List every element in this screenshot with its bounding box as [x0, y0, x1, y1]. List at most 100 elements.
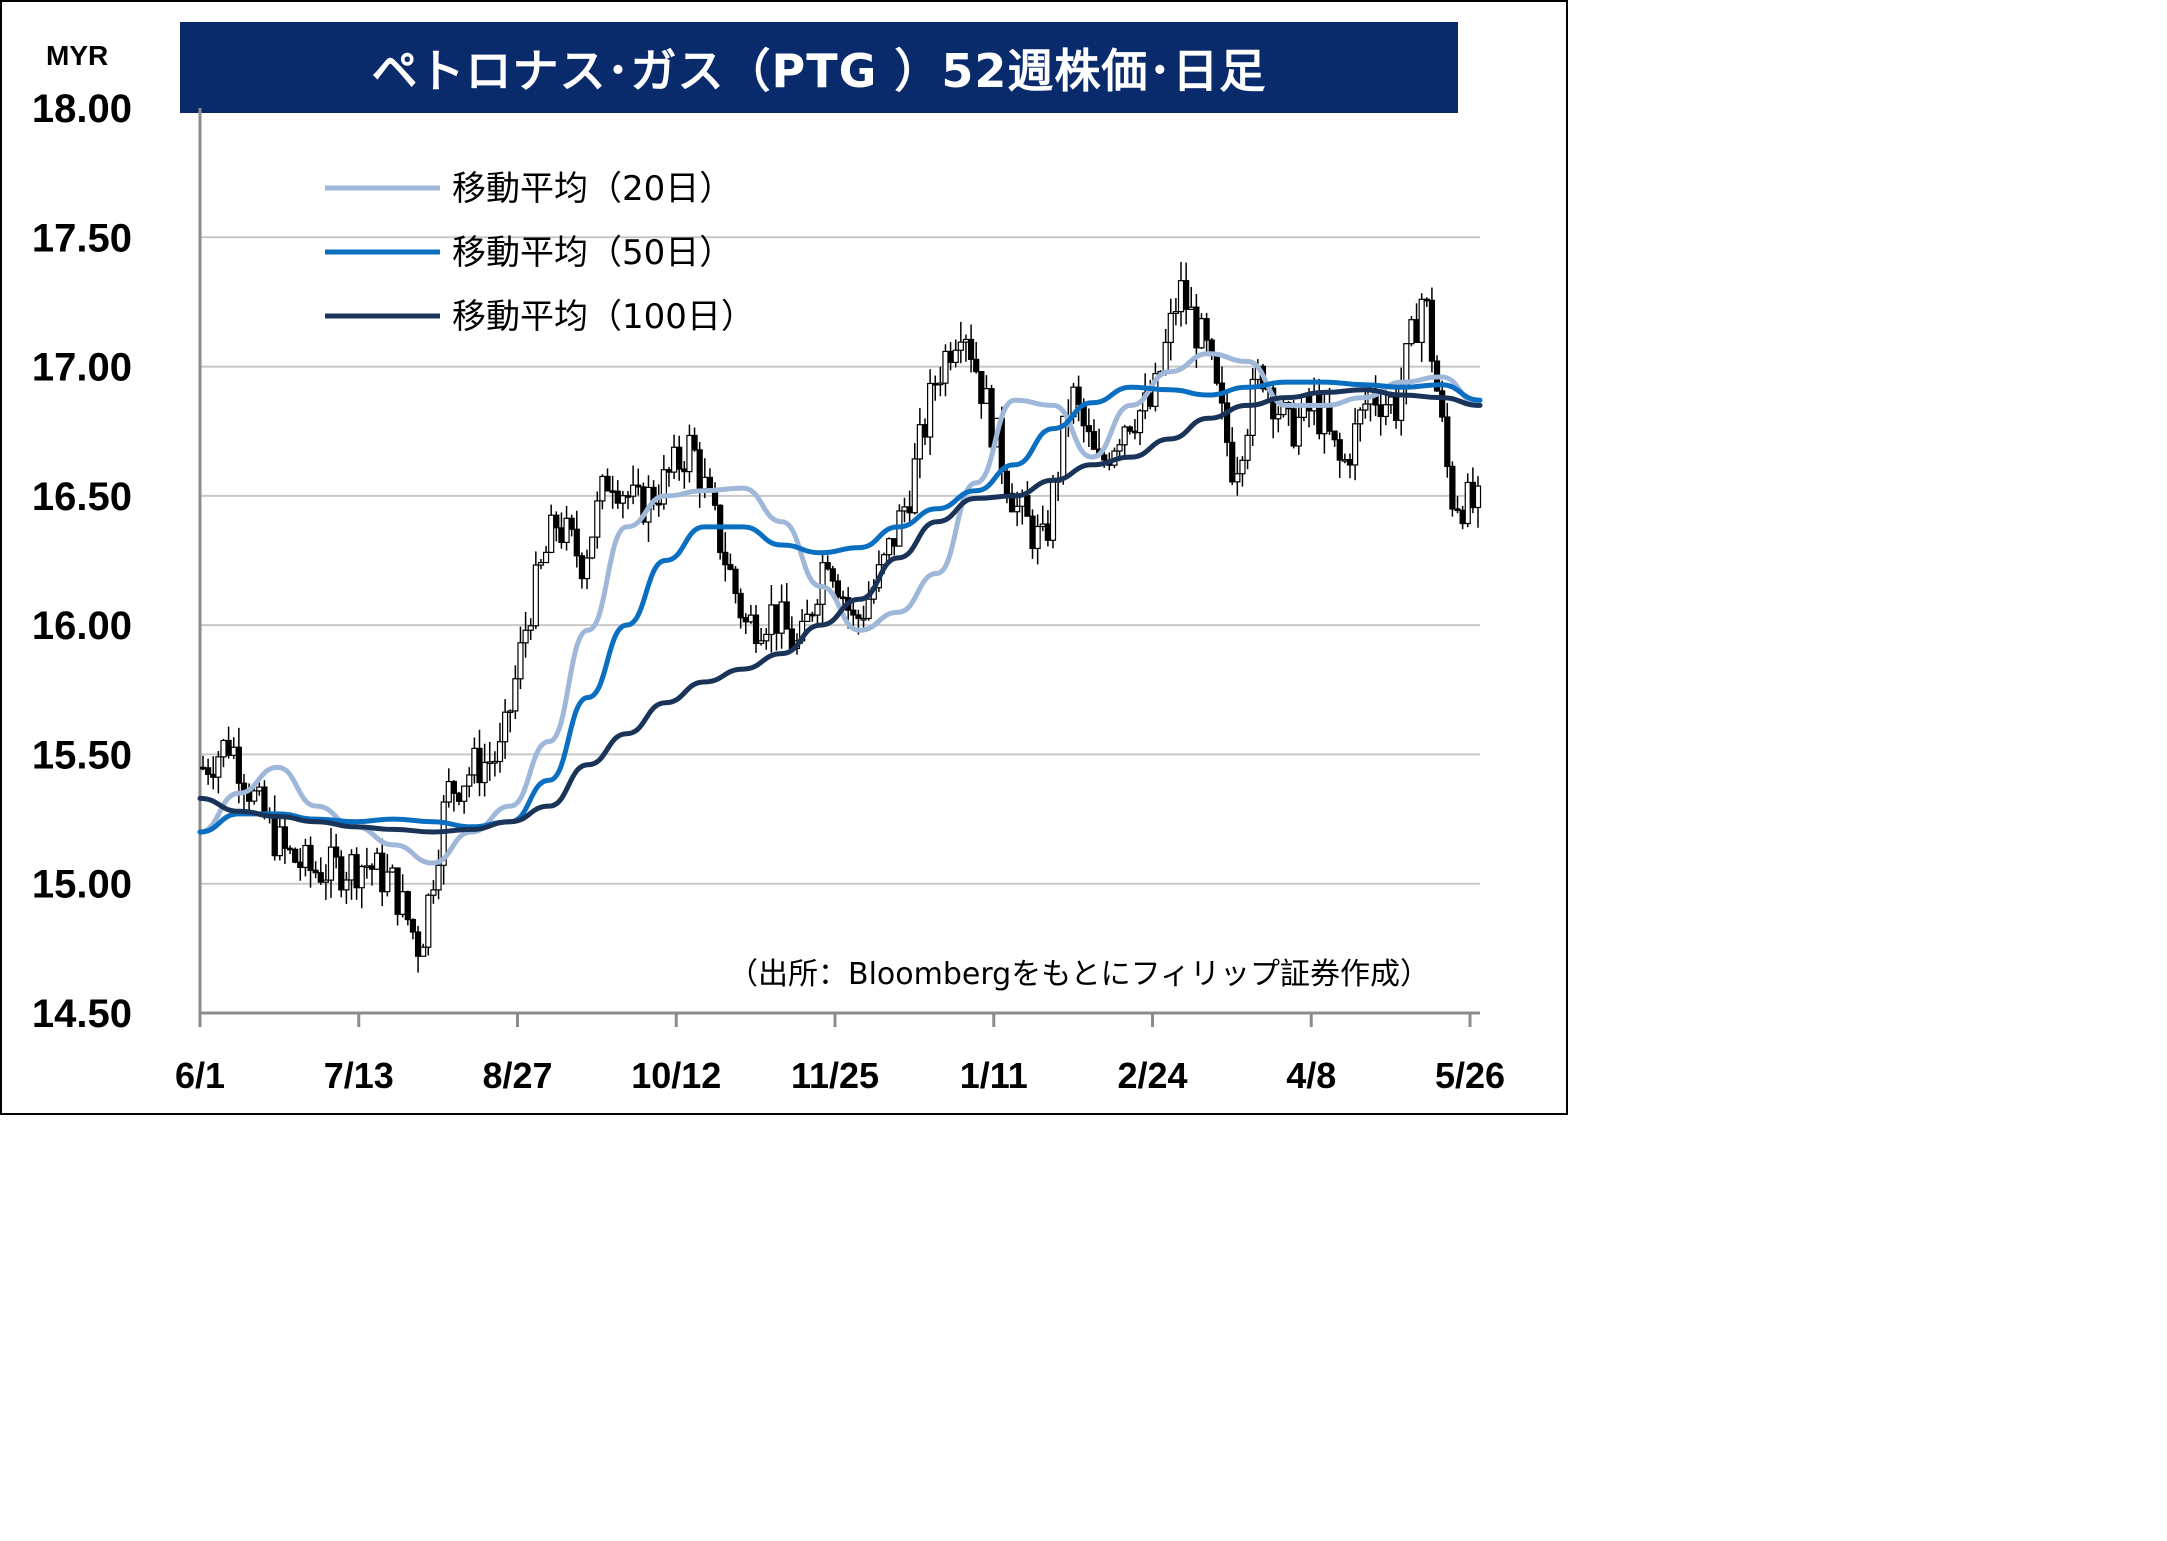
candle-body [701, 476, 708, 490]
candle-body [962, 338, 970, 343]
candle-body [481, 761, 488, 784]
grid-lines [200, 236, 1480, 885]
candle-body [1408, 319, 1415, 345]
candle-body [1121, 426, 1128, 446]
candle-body [317, 872, 324, 883]
candle-body [834, 580, 842, 598]
candle-body [522, 629, 529, 644]
candle-body [901, 506, 908, 512]
candle-body [860, 617, 867, 621]
candle-body [1101, 454, 1108, 461]
y-tick-label: 17.00 [32, 346, 132, 390]
x-tick-label: 8/27 [482, 1055, 552, 1096]
candle-body [1357, 409, 1364, 425]
candle-body [399, 891, 406, 915]
candle-body [1223, 402, 1231, 443]
candle-body [573, 528, 580, 557]
candle-body [1126, 426, 1133, 432]
candle-body [635, 484, 642, 488]
candle-body [967, 338, 975, 360]
candle-body [773, 604, 780, 634]
x-tick-label: 7/13 [324, 1055, 394, 1096]
candle-body [491, 760, 498, 764]
x-tick-label: 5/26 [1435, 1055, 1505, 1096]
source-note: （出所：Bloombergをもとにフィリップ証券作成） [728, 957, 1430, 992]
candle-body [706, 476, 714, 490]
candle-body [916, 424, 923, 460]
candle-body [1469, 481, 1476, 509]
candle-body [1188, 306, 1195, 310]
candle-body [568, 517, 575, 530]
candle-body [855, 614, 862, 620]
candle-body [420, 946, 427, 957]
candle-body [496, 741, 504, 763]
candle-body [921, 424, 929, 438]
candle-body [829, 568, 836, 582]
candle-body [1075, 386, 1082, 406]
candle-body [1326, 406, 1333, 432]
candle-body [1229, 441, 1236, 483]
legend: 移動平均（20日） 移動平均（50日） 移動平均（100日） [325, 169, 755, 337]
candle-body [1024, 495, 1031, 517]
candle-body [1295, 416, 1302, 447]
candle-body [1131, 430, 1139, 434]
y-axis-ticks: 18.00 17.50 17.00 16.50 16.00 15.50 15.00 14.50 [32, 87, 132, 1036]
ma-line-20 [197, 351, 1483, 866]
candle-body [1014, 505, 1021, 513]
candle-body [466, 774, 473, 787]
candle-body [670, 446, 678, 473]
x-tick-label: 1/11 [960, 1055, 1028, 1096]
candle-body [235, 746, 242, 784]
candle-body [942, 350, 949, 384]
candle-body [532, 564, 539, 627]
candle-body [220, 739, 227, 758]
y-tick-label: 17.50 [32, 216, 132, 260]
y-tick-label: 15.00 [32, 863, 132, 907]
y-tick-label: 15.50 [32, 733, 132, 777]
candle-body [251, 790, 258, 802]
candle-body [1316, 393, 1323, 435]
candle-body [1234, 473, 1241, 483]
candle-body [1464, 481, 1471, 525]
candle-body [604, 475, 611, 492]
candle-body [947, 350, 954, 364]
candle-body [461, 785, 468, 802]
candle-body [768, 604, 775, 636]
candle-body [1311, 393, 1318, 412]
candle-body [312, 869, 319, 874]
candle-body [1331, 430, 1338, 441]
candle-body [737, 592, 744, 619]
x-tick-label: 6/1 [175, 1055, 225, 1096]
candle-body [471, 747, 478, 776]
candle-body [614, 490, 621, 504]
candle-body [681, 468, 688, 473]
y-tick-label: 16.00 [32, 604, 132, 648]
candle-body [1183, 280, 1190, 310]
candle-body [1275, 413, 1282, 420]
x-tick-label: 10/12 [631, 1055, 721, 1096]
candle-body [609, 490, 616, 493]
candle-body [578, 555, 586, 580]
candle-body [394, 867, 401, 915]
candle-body [1136, 410, 1144, 434]
candle-body [409, 918, 417, 933]
candle-body [839, 596, 847, 600]
y-axis-unit-label: MYR [46, 40, 109, 71]
candle-body [225, 739, 232, 756]
candle-body [502, 711, 509, 743]
candle-body [978, 371, 985, 404]
candle-body [804, 613, 811, 622]
candle-body [1029, 515, 1036, 550]
candle-body [594, 500, 601, 538]
candle-body [1352, 423, 1359, 466]
candle-body [589, 536, 596, 559]
candle-body [957, 341, 964, 351]
candle-body [276, 826, 283, 857]
candle-body [297, 861, 304, 868]
candle-body [1116, 444, 1123, 452]
candle-body [727, 564, 734, 570]
candle-body [548, 514, 555, 554]
candle-body [1377, 404, 1384, 418]
candle-body [865, 598, 872, 620]
candle-body [256, 786, 263, 792]
